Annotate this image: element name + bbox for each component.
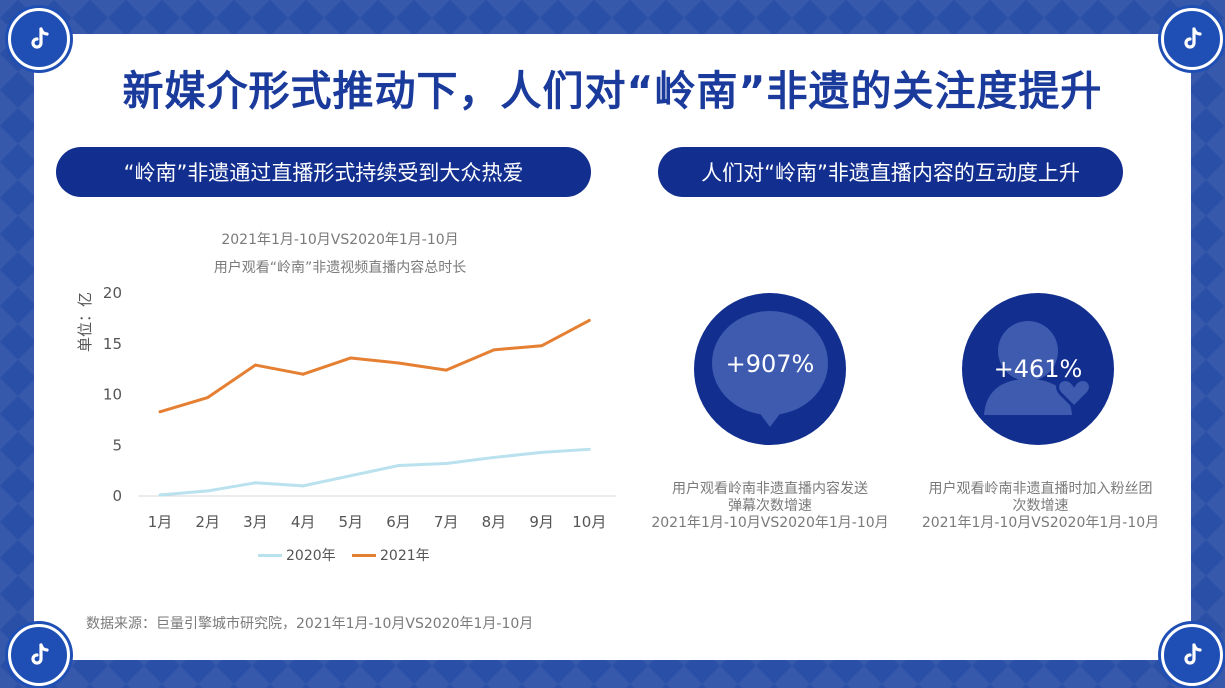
tiktok-logo-icon: [1161, 624, 1223, 686]
danmaku-growth-badge: +907%: [694, 293, 846, 445]
x-tick-label: 4月: [291, 513, 316, 531]
x-tick-label: 7月: [434, 513, 459, 531]
data-point: [253, 481, 257, 485]
x-tick-label: 2月: [195, 513, 220, 531]
data-point: [587, 318, 591, 322]
left-section-header: “岭南”非遗通过直播形式持续受到大众热爱: [56, 147, 591, 197]
data-point: [444, 368, 448, 372]
x-tick-label: 9月: [529, 513, 554, 531]
data-point: [444, 462, 448, 466]
line-chart: 0 5 10 15 20 单位：亿 1月 2月 3月 4月 5月 6月 7月 8月 9月 10月: [76, 284, 616, 531]
tiktok-logo-icon: [8, 624, 70, 686]
legend-label-2020: 2020年: [286, 548, 336, 564]
legend-swatch-2021: [352, 553, 376, 557]
x-tick-label: 1月: [148, 513, 173, 531]
caption-line: 次数增速: [1012, 498, 1069, 514]
page-title: 新媒介形式推动下，人们对“岭南”非遗的关注度提升: [122, 67, 1103, 115]
x-tick-label: 10月: [572, 513, 606, 531]
y-axis-label: 单位：亿: [76, 292, 94, 352]
x-tick-label: 8月: [482, 513, 507, 531]
data-point: [206, 396, 210, 400]
data-point: [587, 447, 591, 451]
danmaku-growth-value: +907%: [725, 350, 815, 378]
caption-line: 弹幕次数增速: [728, 498, 812, 514]
caption-line: 2021年1月-10月VS2020年1月-10月: [921, 515, 1160, 531]
y-tick-label: 5: [112, 436, 122, 454]
data-point: [301, 484, 305, 488]
y-tick-label: 15: [103, 335, 122, 353]
legend-2020: 2020年: [258, 545, 336, 565]
series-line-2021年: [159, 319, 591, 414]
y-tick-label: 20: [103, 284, 122, 302]
legend-label-2021: 2021年: [380, 548, 430, 564]
caption-line: 用户观看岭南非遗直播内容发送: [672, 481, 868, 497]
data-point: [206, 489, 210, 493]
right-section-header: 人们对“岭南”非遗直播内容的互动度上升: [658, 147, 1123, 197]
legend-swatch-2020: [258, 553, 282, 557]
danmaku-growth-caption: 用户观看岭南非遗直播内容发送 弹幕次数增速 2021年1月-10月VS2020年…: [640, 481, 900, 532]
data-point: [492, 348, 496, 352]
data-point: [349, 474, 353, 478]
data-point: [349, 356, 353, 360]
x-tick-label: 6月: [386, 513, 411, 531]
data-point: [253, 363, 257, 367]
tiktok-logo-icon: [8, 8, 70, 70]
fan-user-heart-icon: [984, 321, 1092, 415]
x-tick-label: 3月: [243, 513, 268, 531]
x-tick-label: 5月: [339, 513, 364, 531]
legend-2021: 2021年: [352, 545, 430, 565]
fan-club-growth-caption: 用户观看岭南非遗直播时加入粉丝团 次数增速 2021年1月-10月VS2020年…: [908, 481, 1173, 532]
data-point: [158, 493, 162, 497]
caption-line: 用户观看岭南非遗直播时加入粉丝团: [928, 481, 1153, 497]
y-tick-label: 0: [112, 487, 122, 505]
caption-line: 2021年1月-10月VS2020年1月-10月: [651, 515, 889, 531]
data-point: [397, 464, 400, 468]
tiktok-logo-icon: [1161, 8, 1223, 70]
fan-club-growth-badge: +461%: [962, 293, 1114, 445]
chart-title: 2021年1月-10月VS2020年1月-10月: [221, 232, 459, 248]
chart-subtitle: 用户观看“岭南”非遗视频直播内容总时长: [213, 260, 467, 276]
data-point: [540, 450, 544, 454]
data-point: [540, 344, 544, 348]
data-point: [492, 455, 496, 459]
data-point: [301, 372, 305, 376]
data-point: [397, 361, 400, 365]
data-point: [158, 410, 162, 414]
fan-club-growth-value: +461%: [993, 355, 1083, 383]
data-source-note: 数据来源：巨量引擎城市研究院，2021年1月-10月VS2020年1月-10月: [86, 616, 534, 632]
series-line-2020年: [159, 447, 590, 497]
y-tick-label: 10: [103, 386, 122, 404]
speech-bubble-icon: [712, 311, 828, 427]
